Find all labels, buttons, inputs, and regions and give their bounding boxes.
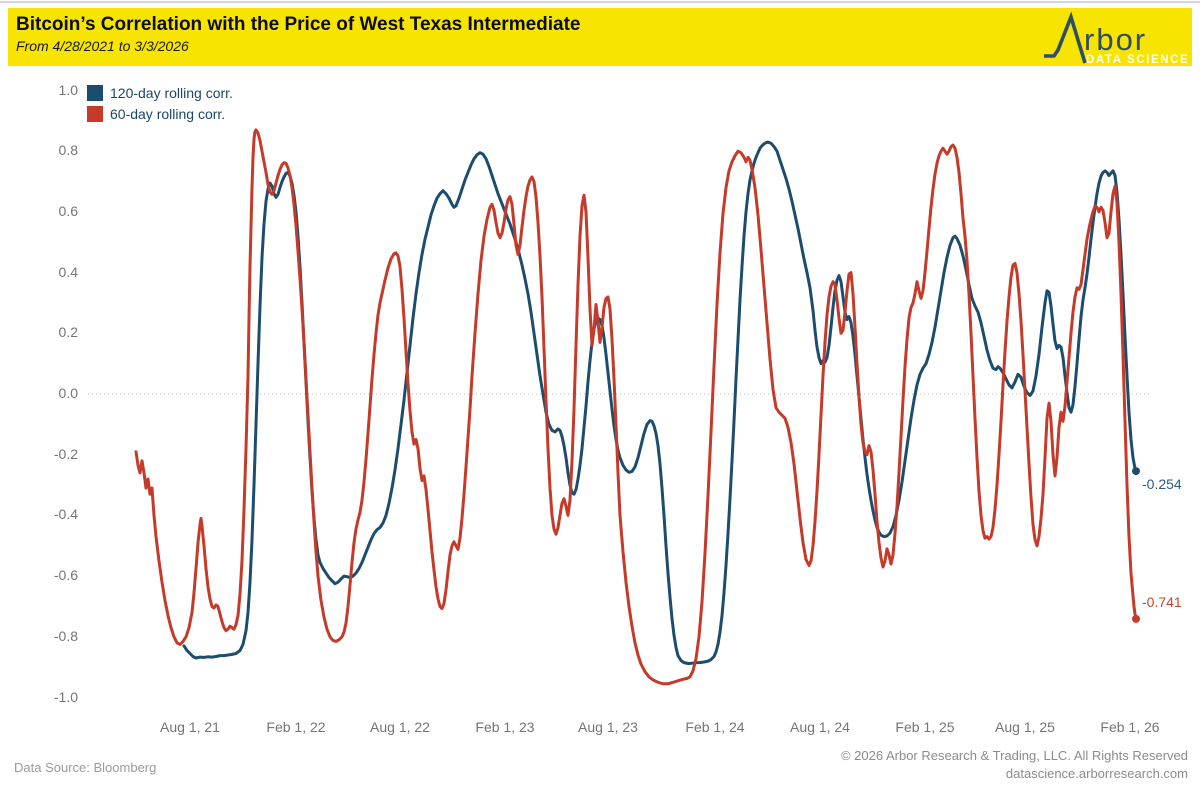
legend-swatch-120-day	[87, 84, 103, 101]
copyright-note: © 2026 Arbor Research & Trading, LLC. Al…	[840, 748, 1188, 763]
legend-item-120-day: 120-day rolling corr.	[87, 82, 233, 103]
arbor-logo-icon: rbor DATA SCIENCE	[1044, 11, 1188, 66]
end-value-60-day: -0.741	[1142, 593, 1182, 610]
y-axis-label: 0.2	[58, 324, 78, 341]
legend-item-60-day: 60-day rolling corr.	[87, 103, 233, 124]
logo-wordmark: rbor	[1084, 22, 1147, 57]
end-dot-120-day	[1132, 467, 1140, 476]
website-url: datascience.arborresearch.com	[1005, 766, 1188, 781]
page-subtitle: From 4/28/2021 to 3/3/2026	[16, 38, 189, 54]
logo-subtext: DATA SCIENCE	[1086, 54, 1188, 65]
y-axis-label: -0.4	[53, 506, 78, 523]
end-value-120-day: -0.254	[1142, 476, 1182, 493]
x-axis-label: Aug 1, 23	[578, 719, 638, 735]
window-top-rule	[0, 1, 1200, 3]
footer-right: © 2026 Arbor Research & Trading, LLC. Al…	[841, 747, 1188, 783]
legend: 120-day rolling corr. 60-day rolling cor…	[87, 82, 233, 124]
y-axis-label: -0.2	[53, 445, 78, 462]
x-axis-label: Aug 1, 21	[160, 719, 220, 735]
arbor-logo: rbor DATA SCIENCE	[1038, 9, 1188, 66]
legend-label-120-day: 120-day rolling corr.	[110, 84, 233, 101]
page-title: Bitcoin’s Correlation with the Price of …	[16, 14, 581, 35]
x-axis-label: Aug 1, 25	[995, 719, 1055, 735]
x-axis-label: Feb 1, 26	[1100, 719, 1160, 735]
y-axis-label: -0.8	[53, 627, 78, 644]
data-source-note: Data Source: Bloomberg	[14, 760, 157, 775]
series-line-60-day	[134, 128, 1138, 686]
legend-swatch-60-day	[87, 105, 103, 122]
legend-label-60-day: 60-day rolling corr.	[110, 105, 226, 122]
y-axis-label: 0.6	[58, 202, 78, 219]
y-axis-label: -1.0	[53, 688, 78, 705]
header-banner: Bitcoin’s Correlation with the Price of …	[8, 8, 1192, 66]
x-axis-label: Aug 1, 24	[790, 719, 850, 735]
y-axis-label: 0.8	[58, 142, 78, 159]
x-axis-label: Aug 1, 22	[370, 719, 430, 735]
y-axis-label: 0.4	[58, 263, 78, 280]
logo-chartline-icon	[1044, 11, 1087, 64]
y-axis-label: 0.0	[58, 385, 78, 401]
x-axis-label: Feb 1, 22	[266, 719, 326, 735]
series-line-120-day	[182, 140, 1138, 665]
y-axis-label: -0.6	[53, 567, 78, 584]
x-axis-label: Feb 1, 23	[475, 719, 535, 735]
y-axis-label: 1.0	[58, 81, 78, 98]
x-axis-label: Feb 1, 24	[685, 719, 745, 735]
x-axis-label: Feb 1, 25	[895, 719, 955, 735]
end-dot-60-day	[1132, 614, 1140, 623]
